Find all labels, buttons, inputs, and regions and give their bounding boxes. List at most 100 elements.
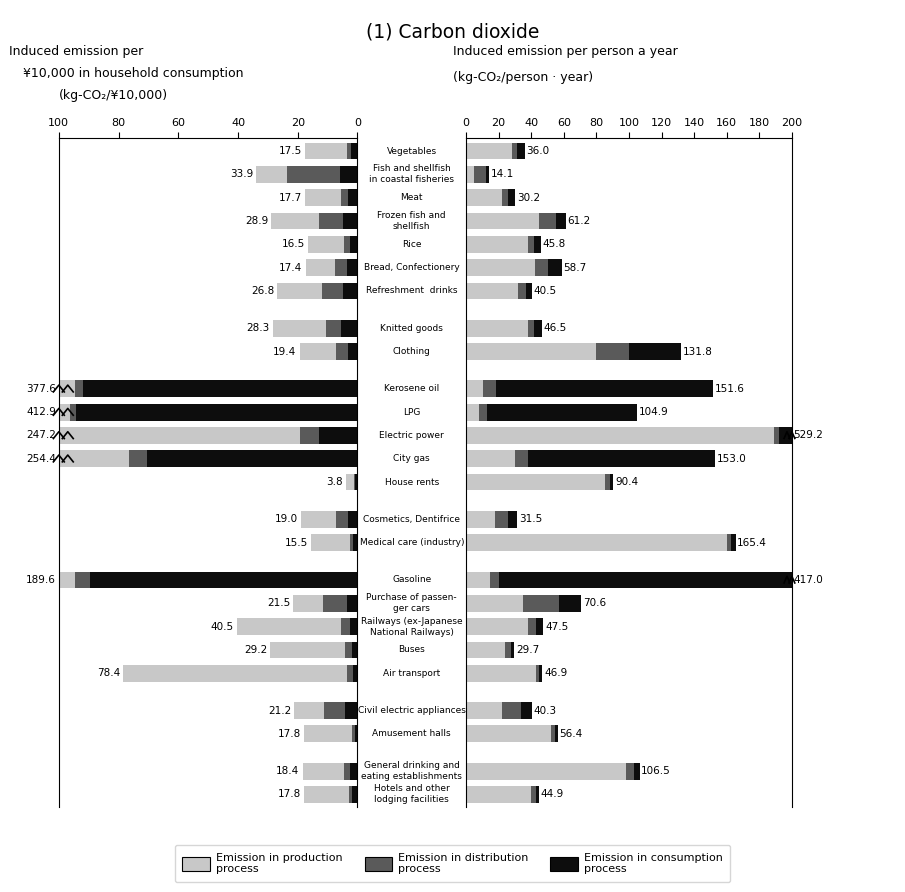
Text: Refreshment  drinks: Refreshment drinks xyxy=(366,286,458,295)
Text: (kg-CO₂/person · year): (kg-CO₂/person · year) xyxy=(452,71,593,85)
Bar xyxy=(350,618,357,635)
Bar xyxy=(496,381,713,397)
Bar xyxy=(466,404,479,420)
Bar xyxy=(343,283,357,300)
Bar xyxy=(343,212,357,229)
Bar xyxy=(90,572,357,589)
Bar xyxy=(350,235,357,252)
Text: 17.8: 17.8 xyxy=(278,729,301,739)
Text: 104.9: 104.9 xyxy=(639,407,668,417)
Bar xyxy=(474,166,486,183)
Bar xyxy=(348,260,357,276)
Bar xyxy=(596,343,629,360)
Bar xyxy=(466,283,519,300)
Bar xyxy=(348,665,353,681)
Bar xyxy=(59,572,74,589)
Text: 56.4: 56.4 xyxy=(559,729,583,739)
Text: 189.6: 189.6 xyxy=(26,575,56,585)
Bar xyxy=(346,474,354,491)
Bar xyxy=(75,404,357,420)
Text: Hotels and other
lodging facilities: Hotels and other lodging facilities xyxy=(374,784,450,805)
Bar xyxy=(322,283,343,300)
Text: Knitted goods: Knitted goods xyxy=(380,324,443,333)
Text: Buses: Buses xyxy=(398,646,425,655)
Bar xyxy=(466,260,535,276)
Text: 40.5: 40.5 xyxy=(534,286,557,296)
Text: 21.5: 21.5 xyxy=(267,599,291,608)
Bar xyxy=(350,763,357,780)
Bar xyxy=(487,404,637,420)
Bar xyxy=(536,618,543,635)
Text: House rents: House rents xyxy=(385,477,439,486)
Bar xyxy=(535,235,540,252)
Text: Gasoline: Gasoline xyxy=(392,575,432,584)
Text: 19.4: 19.4 xyxy=(273,347,297,357)
Text: 44.9: 44.9 xyxy=(541,789,564,799)
Bar xyxy=(466,166,474,183)
Bar xyxy=(527,283,532,300)
Bar xyxy=(555,725,558,742)
Bar xyxy=(354,474,355,491)
Bar xyxy=(519,283,527,300)
Text: 529.2: 529.2 xyxy=(794,431,824,441)
Bar xyxy=(59,450,129,467)
Text: 151.6: 151.6 xyxy=(715,384,745,394)
Bar xyxy=(531,786,536,803)
Bar xyxy=(535,260,548,276)
Bar xyxy=(466,763,625,780)
Bar xyxy=(352,641,357,658)
Text: Frozen fish and
shellfish: Frozen fish and shellfish xyxy=(377,211,446,231)
Bar xyxy=(350,534,353,551)
Bar xyxy=(337,511,348,528)
Text: 28.3: 28.3 xyxy=(247,323,270,334)
Bar xyxy=(508,189,515,206)
Bar xyxy=(539,212,556,229)
Text: Vegetables: Vegetables xyxy=(386,146,437,155)
Bar xyxy=(302,763,344,780)
Bar xyxy=(556,212,566,229)
Bar xyxy=(535,320,542,336)
Bar xyxy=(548,260,562,276)
Bar xyxy=(466,572,490,589)
Bar xyxy=(466,427,774,444)
Bar xyxy=(59,427,300,444)
Text: Amusement halls: Amusement halls xyxy=(373,730,451,739)
Bar xyxy=(70,404,75,420)
Bar xyxy=(511,143,517,160)
Text: General drinking and
eating establishments: General drinking and eating establishmen… xyxy=(361,761,462,781)
Bar xyxy=(294,702,324,719)
Bar xyxy=(515,450,528,467)
Bar xyxy=(466,534,727,551)
Text: 17.7: 17.7 xyxy=(279,193,301,202)
Text: Meat: Meat xyxy=(401,194,423,202)
Text: 3.8: 3.8 xyxy=(327,477,343,487)
Text: (kg-CO₂/¥10,000): (kg-CO₂/¥10,000) xyxy=(59,89,168,103)
Bar xyxy=(304,725,352,742)
Text: 165.4: 165.4 xyxy=(738,538,767,548)
Bar xyxy=(536,786,539,803)
Bar xyxy=(236,618,341,635)
Bar xyxy=(345,641,352,658)
Bar xyxy=(482,381,496,397)
Text: 70.6: 70.6 xyxy=(583,599,605,608)
Bar xyxy=(323,595,347,612)
Bar xyxy=(347,143,351,160)
Bar xyxy=(59,381,75,397)
Text: Railways (ex-Japanese
National Railways): Railways (ex-Japanese National Railways) xyxy=(361,616,462,637)
Bar xyxy=(502,702,521,719)
Bar xyxy=(341,320,357,336)
Bar xyxy=(466,320,528,336)
Text: Cosmetics, Dentifrice: Cosmetics, Dentifrice xyxy=(363,515,461,524)
Bar xyxy=(466,143,511,160)
Text: 131.8: 131.8 xyxy=(682,347,712,357)
Bar xyxy=(327,320,341,336)
Bar xyxy=(272,212,319,229)
Bar xyxy=(287,166,340,183)
Text: Rice: Rice xyxy=(402,240,422,249)
Bar xyxy=(727,534,731,551)
Bar xyxy=(340,166,357,183)
Bar xyxy=(528,450,715,467)
Bar xyxy=(353,665,357,681)
Bar xyxy=(528,235,535,252)
Bar xyxy=(466,450,515,467)
